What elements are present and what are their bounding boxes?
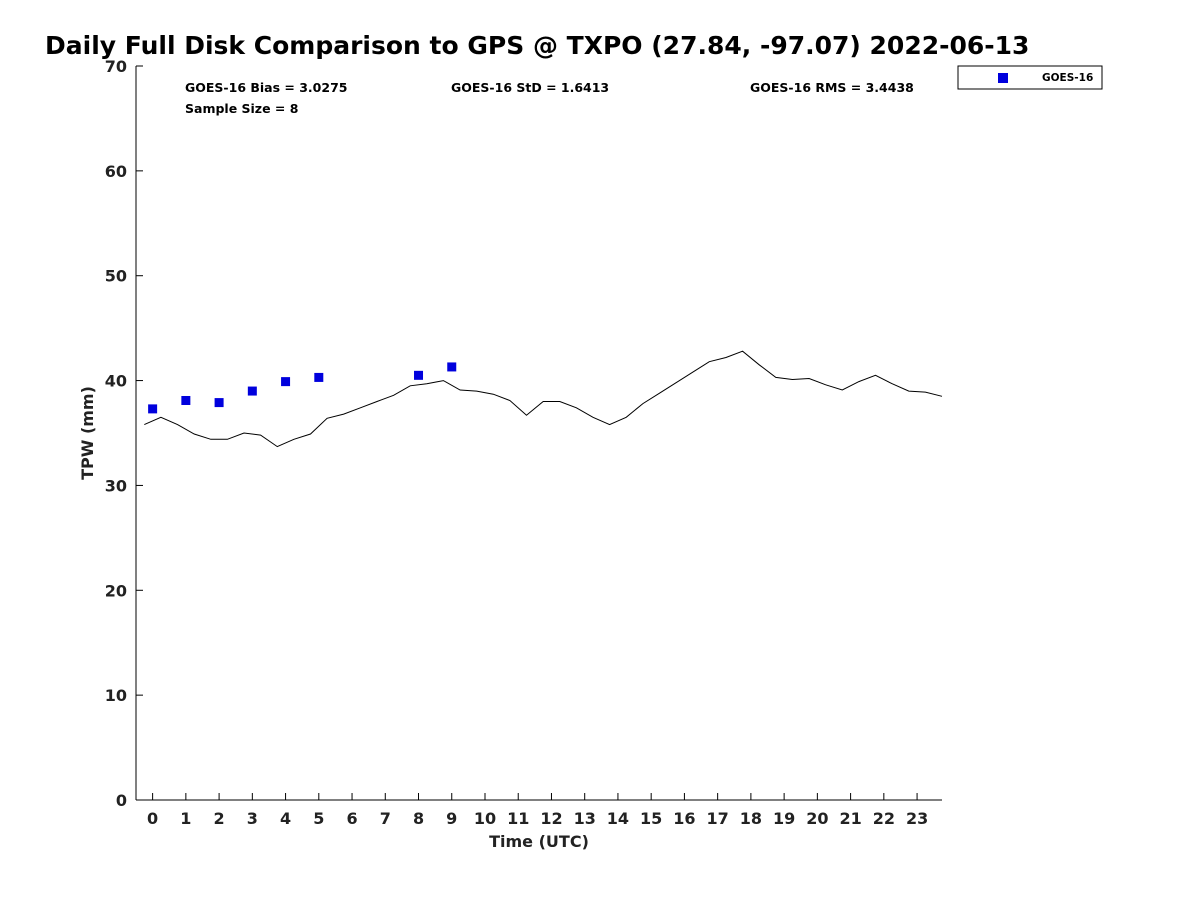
legend-box: [957, 65, 1103, 90]
gps-tpw-line: [144, 350, 943, 448]
x-tick-label: 19: [773, 809, 795, 828]
x-tick-label: 17: [707, 809, 729, 828]
x-tick-label: 22: [873, 809, 895, 828]
x-tick-label: 21: [839, 809, 861, 828]
x-tick-label: 4: [280, 809, 291, 828]
x-tick-label: 14: [607, 809, 629, 828]
goes16-point: [414, 370, 424, 380]
x-tick-label: 6: [346, 809, 357, 828]
std-stat: GOES-16 StD = 1.6413: [451, 80, 609, 95]
stats-annotations: GOES-16 Bias = 3.0275 GOES-16 StD = 1.64…: [185, 80, 914, 116]
y-axis-ticks: 0 10 20 30 40 50 60 70: [105, 57, 143, 810]
x-tick-label: 20: [806, 809, 828, 828]
x-tick-label: 16: [673, 809, 695, 828]
y-tick-label: 10: [105, 686, 127, 705]
y-tick-label: 60: [105, 162, 127, 181]
x-tick-label: 18: [740, 809, 762, 828]
y-axis-label: TPW (mm): [78, 386, 97, 480]
x-tick-label: 3: [247, 809, 258, 828]
rms-stat: GOES-16 RMS = 3.4438: [750, 80, 914, 95]
goes16-point: [214, 398, 224, 408]
legend: GOES-16: [957, 65, 1103, 90]
y-tick-label: 70: [105, 57, 127, 76]
y-tick-label: 0: [116, 791, 127, 810]
x-tick-label: 1: [180, 809, 191, 828]
chart-title: Daily Full Disk Comparison to GPS @ TXPO…: [45, 31, 1029, 60]
x-tick-label: 15: [640, 809, 662, 828]
goes16-point: [148, 404, 158, 414]
x-tick-label: 12: [540, 809, 562, 828]
goes16-point: [181, 395, 191, 405]
series-layer: [144, 350, 943, 448]
x-tick-label: 13: [574, 809, 596, 828]
goes16-point: [314, 372, 324, 382]
goes16-point: [247, 386, 257, 396]
y-tick-label: 20: [105, 581, 127, 600]
x-tick-label: 2: [214, 809, 225, 828]
legend-marker: [998, 73, 1008, 83]
y-tick-label: 50: [105, 267, 127, 286]
x-tick-label: 0: [147, 809, 158, 828]
goes16-point: [281, 377, 291, 387]
bias-stat: GOES-16 Bias = 3.0275: [185, 80, 347, 95]
y-tick-label: 30: [105, 476, 127, 495]
y-tick-label: 40: [105, 372, 127, 391]
goes16-point: [447, 362, 457, 372]
x-axis-ticks: 0 1 2 3 4 5 6 7 8 9 10 11 12 13 14 15 16 17 18 19 20 21 22 23: [147, 793, 928, 828]
x-tick-label: 10: [474, 809, 496, 828]
x-tick-label: 5: [313, 809, 324, 828]
x-tick-label: 23: [906, 809, 928, 828]
x-tick-label: 11: [507, 809, 529, 828]
x-tick-label: 8: [413, 809, 424, 828]
sample-size-stat: Sample Size = 8: [185, 101, 298, 116]
x-tick-label: 7: [380, 809, 391, 828]
x-tick-label: 9: [446, 809, 457, 828]
x-axis-label: Time (UTC): [489, 832, 589, 851]
legend-label: GOES-16: [1042, 72, 1093, 84]
